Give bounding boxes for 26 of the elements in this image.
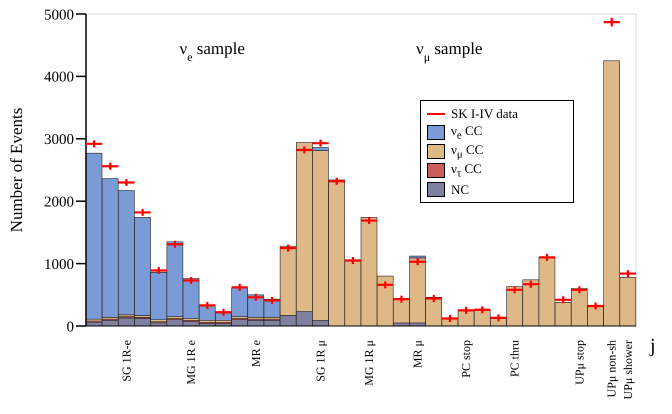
x-tick-label: MG 1R e: [184, 340, 198, 385]
annotation: ν$_{e}$ sample: [180, 39, 245, 64]
annotation: ν$_{μ}$ sample: [416, 39, 482, 64]
y-tick-label: 4000: [44, 70, 74, 86]
x-tick-label: UPμ non-sh: [604, 340, 619, 398]
x-tick-label: UPμ shower: [620, 340, 635, 400]
x-tick-label: SG 1R-e: [119, 340, 134, 382]
legend-label: ν$_{e}$ CC: [451, 123, 482, 142]
y-tick-label: 0: [66, 319, 74, 336]
x-tick-label: SG 1R μ: [314, 340, 328, 382]
y-tick-label: 5000: [44, 7, 74, 24]
x-tick-label: MG 1R μ: [362, 340, 376, 386]
x-tick-label: UPμ stop: [572, 340, 586, 385]
y-tick-label: 2000: [44, 194, 74, 211]
y-axis-title: Number of Events: [7, 108, 26, 232]
y-tick-label: 1000: [44, 256, 74, 273]
legend-label: ν$_{μ}$ CC: [451, 142, 484, 161]
legend-label: SK I-IV data: [451, 106, 518, 122]
x-tick-label: PC thru: [508, 340, 522, 378]
x-tick-label: MR e: [248, 340, 263, 367]
x-axis-title: j: [649, 335, 656, 357]
legend-label: NC: [451, 182, 470, 198]
y-tick-label: 3000: [44, 132, 74, 148]
x-tick-label: MR μ: [410, 340, 425, 368]
x-tick-label: PC stop: [459, 340, 474, 378]
legend-label: ν$_{τ}$ CC: [451, 161, 482, 180]
